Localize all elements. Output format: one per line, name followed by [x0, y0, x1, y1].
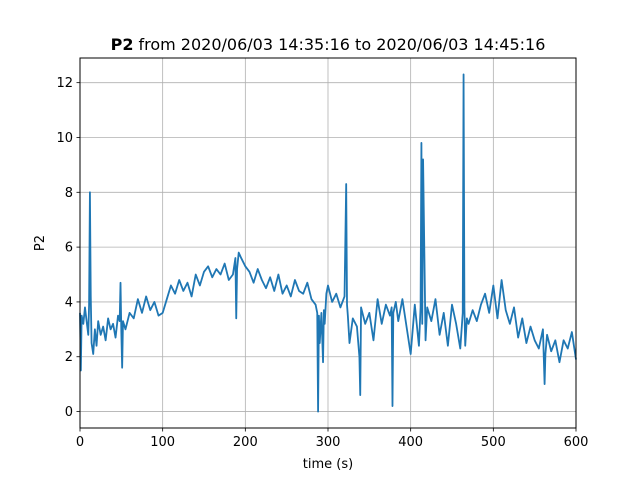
y-tick-label: 0 [65, 405, 73, 420]
series-line-1 [79, 73, 577, 413]
chart-title: P2 from 2020/06/03 14:35:16 to 2020/06/03… [111, 35, 546, 54]
y-tick-label: 6 [65, 241, 73, 256]
y-tick-label: 8 [65, 186, 73, 201]
series-group [79, 73, 577, 413]
x-axis-label: time (s) [303, 457, 353, 472]
x-tick-label: 400 [398, 435, 423, 450]
x-tick-label: 0 [76, 435, 84, 450]
y-tick-label: 10 [56, 131, 73, 146]
grid [79, 58, 577, 428]
y-axis-ticks: 0 2 4 6 8 10 12 [56, 76, 80, 420]
x-tick-label: 500 [481, 435, 506, 450]
x-tick-label: 600 [564, 435, 589, 450]
chart-title-bold: P2 [111, 35, 134, 54]
x-tick-label: 200 [233, 435, 258, 450]
x-axis-ticks: 0 100 200 300 400 500 600 [76, 428, 589, 450]
y-tick-label: 2 [65, 350, 73, 365]
x-tick-label: 300 [316, 435, 341, 450]
y-axis-label: P2 [33, 235, 48, 251]
x-tick-label: 100 [150, 435, 175, 450]
chart-title-rest: from 2020/06/03 14:35:16 to 2020/06/03 1… [138, 35, 545, 54]
y-tick-label: 12 [56, 76, 73, 91]
y-tick-label: 4 [65, 295, 73, 310]
